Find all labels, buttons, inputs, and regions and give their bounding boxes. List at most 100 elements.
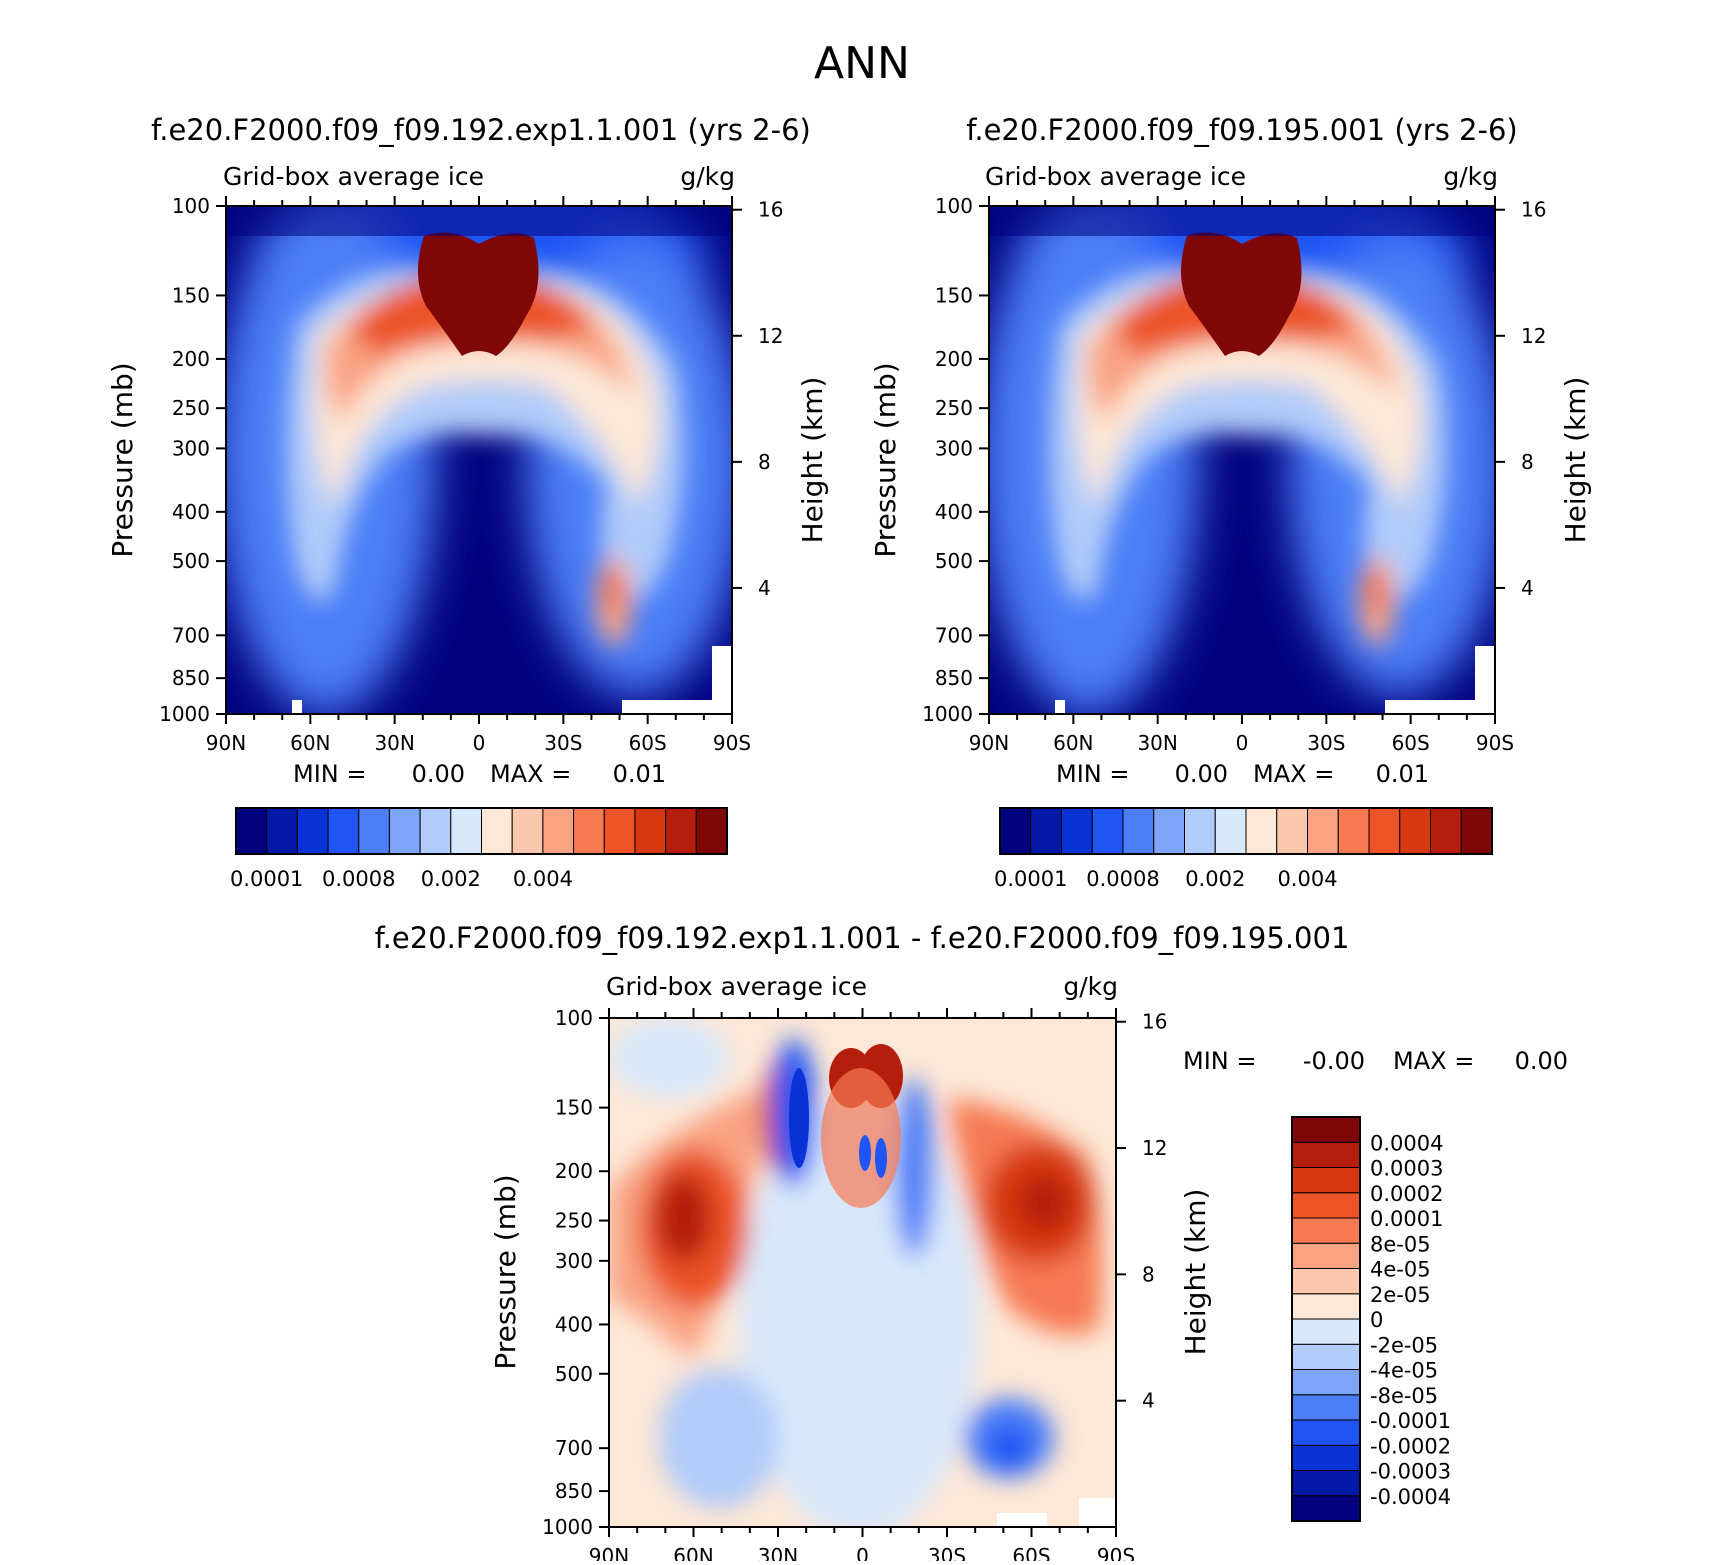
colorbar-label: 0.004	[1277, 867, 1337, 891]
colorbar-swatch	[1291, 1318, 1361, 1345]
colorbar-label: -0.0004	[1370, 1485, 1451, 1509]
panel-2-variable: Grid-box average ice	[985, 162, 1246, 191]
panel-2-ylabel: Pressure (mb)	[869, 362, 902, 557]
colorbar-swatch	[999, 807, 1032, 855]
colorbar-swatch	[634, 807, 667, 855]
colorbar-swatch	[573, 807, 605, 855]
colorbar-swatch	[1291, 1495, 1361, 1522]
panel-3-max-value: 0.00	[1515, 1047, 1568, 1075]
panel-1-colorbar: 0.0001 0.0008 0.002 0.004	[230, 807, 728, 891]
colorbar-label: 0.0003	[1370, 1157, 1443, 1181]
colorbar-swatch	[1291, 1268, 1361, 1295]
panel-3-ytick-label: 700	[555, 1436, 593, 1460]
panel-1-ylabel: Pressure (mb)	[106, 362, 139, 557]
panel-2-xtick-label: 0	[1236, 731, 1249, 755]
panel-3-variable: Grid-box average ice	[606, 972, 867, 1001]
panel-3-ytick-right-label: 16	[1142, 1010, 1167, 1034]
panel-3-axes: 90N 60N 30N 0 30S 60S 90S 100 150 200 250 300 400 500…	[542, 1006, 1167, 1565]
colorbar-swatch	[603, 807, 636, 855]
panel-1-ytick-label: 200	[172, 347, 210, 371]
colorbar-swatch	[266, 807, 298, 855]
panel-3-ytick-label: 200	[555, 1159, 593, 1183]
colorbar-label: 0.002	[1185, 867, 1245, 891]
colorbar-label: 0.0008	[322, 867, 395, 891]
panel-3-xtick-label: 90S	[1097, 1544, 1135, 1561]
panel-1-axis-labels: Pressure (mb) Height (km)	[106, 362, 829, 557]
colorbar-swatch	[1430, 807, 1462, 855]
panel-1-ytick-right-label: 4	[758, 576, 771, 600]
panel-1-ytick-label: 300	[172, 436, 210, 460]
panel-2-ytick-right-label: 16	[1521, 198, 1546, 222]
panel-2-max-value: 0.01	[1376, 760, 1429, 788]
panel-3: f.e20.F2000.f09_f09.192.exp1.1.001 - f.e…	[375, 921, 1568, 1528]
panel-2-stats: MIN = 0.00 MAX = 0.01	[1056, 760, 1429, 788]
panel-1-ylabel-right: Height (km)	[796, 377, 829, 544]
colorbar-swatch	[419, 807, 452, 855]
panel-3-max-label: MAX =	[1393, 1047, 1474, 1075]
panel-2-ytick-label: 250	[935, 396, 973, 420]
panel-2-axes: 90N 60N 30N 0 30S 60S 90S 100 150 200 250 300 400 500…	[922, 194, 1546, 755]
panel-1-min-value: 0.00	[412, 760, 465, 788]
colorbar-label: 4e-05	[1370, 1258, 1431, 1282]
colorbar-swatch	[1291, 1217, 1361, 1244]
panel-2-axis-labels: Pressure (mb) Height (km)	[869, 362, 1592, 557]
panel-3-ytick-label: 100	[555, 1006, 593, 1030]
colorbar-swatch	[665, 807, 697, 855]
colorbar-label: 2e-05	[1370, 1283, 1431, 1307]
panel-2: f.e20.F2000.f09_f09.195.001 (yrs 2-6) Gr…	[869, 113, 1592, 788]
panel-3-xtick-label: 60N	[673, 1544, 713, 1561]
colorbar-swatch	[1307, 807, 1339, 855]
colorbar-label: 0.004	[513, 867, 573, 891]
panel-1-xtick-label: 30N	[374, 731, 414, 755]
panel-3-xtick-label: 30N	[758, 1544, 798, 1561]
colorbar-swatch	[296, 807, 329, 855]
panel-2-max-label: MAX =	[1253, 760, 1334, 788]
colorbar-swatch	[1184, 807, 1216, 855]
panel-2-xtick-label: 90N	[969, 731, 1009, 755]
panel-3-ytick-label: 1000	[542, 1515, 593, 1539]
colorbar-swatch	[1153, 807, 1185, 855]
colorbar-label: 0	[1370, 1308, 1383, 1332]
panel-2-ytick-label: 150	[935, 283, 973, 307]
panel-3-colorbar: 0.00040.00030.00020.00018e-054e-052e-050…	[1291, 1116, 1451, 1522]
panel-1-xtick-label: 30S	[544, 731, 582, 755]
colorbar-swatch	[1291, 1394, 1361, 1421]
panel-3-min-label: MIN =	[1183, 1047, 1256, 1075]
colorbar-swatch	[695, 807, 728, 855]
colorbar-swatch	[1291, 1242, 1361, 1269]
colorbar-label: -4e-05	[1370, 1359, 1438, 1383]
colorbar-swatch	[542, 807, 575, 855]
panel-1-ytick-right-label: 8	[758, 450, 771, 474]
colorbar-swatch	[511, 807, 544, 855]
panel-2-colorbar: 0.0001 0.0008 0.002 0.004	[994, 807, 1493, 891]
colorbar-swatch	[235, 807, 268, 855]
colorbar-swatch	[1245, 807, 1278, 855]
panel-1-title: f.e20.F2000.f09_f09.192.exp1.1.001 (yrs …	[151, 113, 811, 147]
panel-1-ytick-right-label: 16	[758, 198, 783, 222]
panel-3-min-value: -0.00	[1303, 1047, 1365, 1075]
colorbar-swatch	[358, 807, 390, 855]
panel-1-field	[226, 206, 732, 714]
colorbar-swatch	[388, 807, 421, 855]
panel-1-ytick-label: 100	[172, 194, 210, 218]
panel-2-ytick-label: 200	[935, 347, 973, 371]
panel-1-ytick-label: 150	[172, 283, 210, 307]
colorbar-swatch	[450, 807, 482, 855]
colorbar-swatch	[1291, 1419, 1361, 1446]
panel-1-ytick-label: 850	[172, 666, 210, 690]
colorbar-swatch	[1291, 1343, 1361, 1370]
panel-3-ytick-label: 150	[555, 1096, 593, 1120]
colorbar-label: -0.0003	[1370, 1460, 1451, 1484]
colorbar-label: 0.0002	[1370, 1182, 1443, 1206]
panel-2-units: g/kg	[1443, 162, 1498, 191]
panel-3-field	[609, 1018, 1116, 1527]
panel-2-field	[989, 206, 1495, 714]
colorbar-label: 0.0001	[230, 867, 303, 891]
panel-1-max-label: MAX =	[490, 760, 571, 788]
colorbar-label: -0.0001	[1370, 1409, 1451, 1433]
colorbar-swatch	[1368, 807, 1401, 855]
colorbar-swatch	[1291, 1293, 1361, 1320]
panel-1-ytick-label: 400	[172, 500, 210, 524]
panel-2-title: f.e20.F2000.f09_f09.195.001 (yrs 2-6)	[966, 113, 1517, 147]
panel-2-ytick-label: 500	[935, 549, 973, 573]
